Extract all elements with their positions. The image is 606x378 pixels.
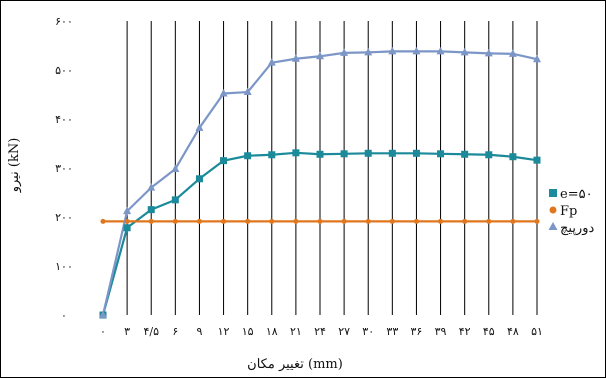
data-point xyxy=(412,46,421,55)
x-tick-label: ۲۴ xyxy=(314,325,326,338)
data-point xyxy=(123,206,132,215)
x-tick-label: ۴/۵ xyxy=(143,325,159,338)
x-tick-label: ۲۷ xyxy=(338,325,350,338)
data-point xyxy=(171,164,180,172)
y-tick-label: ۰ xyxy=(61,309,67,322)
axis-layer: ۰ ۱۰۰ ۲۰۰ ۳۰۰ ۴۰۰ ۵۰۰ ۶۰۰ ۰ ۳ ۴/۵ ۶ ۹ ۱۲ ۱۵ ۱۸ ۲۱ ۲۴ ۲۷ ۳۰… xyxy=(55,15,543,338)
x-tick-label: ۲۱ xyxy=(290,325,302,338)
legend-label: دورپیچ xyxy=(560,221,594,236)
data-point xyxy=(534,218,540,224)
data-point xyxy=(148,218,154,224)
data-point xyxy=(484,48,493,57)
x-tick-label: ۴۵ xyxy=(483,325,495,338)
data-point xyxy=(388,149,396,157)
y-tick-label: ۴۰۰ xyxy=(55,113,73,126)
data-point xyxy=(100,218,106,224)
data-point xyxy=(245,218,251,224)
x-tick-label: ۴۲ xyxy=(459,325,471,338)
legend-label: e=۵۰ xyxy=(560,187,593,202)
legend-marker xyxy=(549,206,557,214)
data-point xyxy=(221,218,227,224)
y-tick-label: ۱۰۰ xyxy=(55,260,73,273)
data-point xyxy=(317,218,323,224)
y-axis-title: نیرو (kN) xyxy=(7,138,22,194)
data-point xyxy=(243,87,252,96)
x-tick-label: ۶ xyxy=(172,325,178,338)
x-tick-label: ۳۶ xyxy=(411,325,423,338)
x-tick-label: ۱۵ xyxy=(242,325,254,338)
data-point xyxy=(196,218,202,224)
data-point xyxy=(438,218,444,224)
data-point xyxy=(461,150,469,158)
data-point xyxy=(340,150,348,158)
legend-marker xyxy=(549,189,557,197)
y-tick-label: ۶۰۰ xyxy=(55,15,73,28)
data-point xyxy=(509,153,517,161)
x-tick-label: ۰ xyxy=(100,325,106,338)
x-tick-label: ۱۲ xyxy=(218,325,230,338)
data-point xyxy=(508,49,517,57)
data-point xyxy=(292,149,300,157)
x-tick-label: ۳ xyxy=(124,325,130,338)
x-axis-title: تغییر مکان (mm) xyxy=(247,357,343,372)
grid-layer xyxy=(126,21,538,315)
data-point xyxy=(172,218,178,224)
y-tick-label: ۳۰۰ xyxy=(55,162,73,175)
data-point xyxy=(219,89,228,97)
data-point xyxy=(365,218,371,224)
data-point xyxy=(341,218,347,224)
x-tick-label: ۳۳ xyxy=(386,325,398,338)
data-point xyxy=(437,150,445,158)
legend-label: Fp xyxy=(560,204,577,219)
data-point xyxy=(316,150,324,158)
x-tick-label: ۴۸ xyxy=(507,325,519,338)
data-point xyxy=(316,51,324,60)
data-point xyxy=(413,218,419,224)
x-tick-label: ۹ xyxy=(196,325,202,338)
marker-layer xyxy=(99,46,541,319)
legend: e=۵۰ Fp دورپیچ xyxy=(548,187,594,236)
data-point xyxy=(436,46,445,55)
data-point xyxy=(340,48,349,56)
data-point xyxy=(291,54,300,62)
x-tick-label: ۳۰ xyxy=(362,325,374,338)
data-point xyxy=(533,156,541,164)
data-point xyxy=(244,152,252,160)
data-point xyxy=(220,157,228,165)
y-tick-label: ۵۰۰ xyxy=(55,64,73,77)
data-point xyxy=(195,123,204,131)
data-point xyxy=(171,196,179,204)
data-point xyxy=(123,224,131,232)
data-point xyxy=(364,47,373,56)
data-point xyxy=(462,218,468,224)
data-point xyxy=(268,151,276,159)
data-point xyxy=(388,46,397,55)
data-point xyxy=(485,151,493,159)
data-point xyxy=(147,183,156,191)
data-point xyxy=(269,218,275,224)
data-point xyxy=(293,218,299,224)
data-point xyxy=(195,175,203,183)
x-tick-label: ۱۸ xyxy=(266,325,278,338)
data-point xyxy=(510,218,516,224)
data-point xyxy=(389,218,395,224)
data-point xyxy=(486,218,492,224)
x-tick-label: ۵۱ xyxy=(531,325,543,338)
data-point xyxy=(99,310,107,318)
y-tick-label: ۲۰۰ xyxy=(55,211,73,224)
data-point xyxy=(364,149,372,157)
data-point xyxy=(147,206,155,214)
legend-marker xyxy=(548,222,558,230)
data-point xyxy=(533,54,541,63)
data-point xyxy=(267,58,276,66)
data-point xyxy=(124,218,130,224)
data-point xyxy=(412,149,420,157)
x-tick-label: ۳۹ xyxy=(435,325,447,338)
data-point xyxy=(460,47,469,56)
